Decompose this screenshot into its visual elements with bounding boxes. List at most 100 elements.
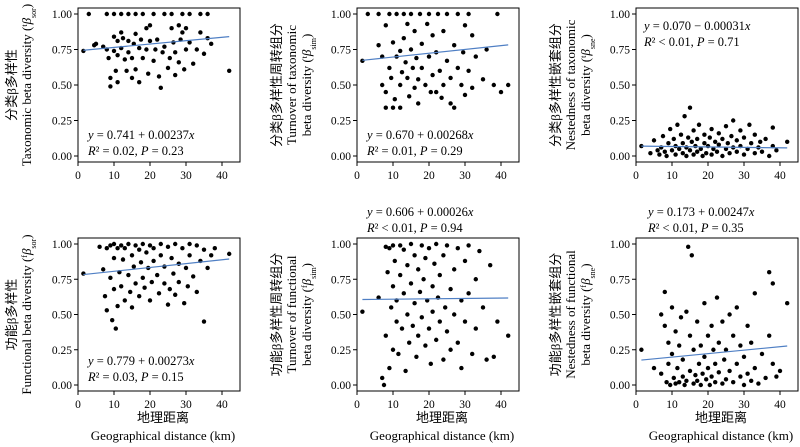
data-point <box>414 354 419 359</box>
data-point <box>151 11 156 17</box>
data-point <box>390 40 396 45</box>
data-point <box>448 101 453 106</box>
y-label-cn: 分类β多样性嵌套组分 <box>548 23 563 147</box>
y-label-en: Functional beta diversity (fβsor) <box>19 234 38 394</box>
data-point <box>763 375 768 381</box>
y-label-en-line1: Turnover of functional <box>284 255 299 373</box>
x-axis-label: 地理距离 Geographical distance (km) <box>91 410 235 443</box>
data-point <box>426 246 432 251</box>
data-point <box>147 38 153 44</box>
stats-p: P <box>419 221 428 235</box>
y-label-en-sup: t <box>300 55 309 58</box>
data-point <box>140 275 145 281</box>
data-point <box>419 243 424 248</box>
data-point <box>437 68 442 74</box>
regression-line <box>83 36 230 51</box>
data-point <box>151 58 156 64</box>
data-point <box>185 284 190 289</box>
data-point <box>720 381 725 386</box>
data-point <box>147 243 153 248</box>
x-tick-label: 0 <box>354 399 360 411</box>
data-point <box>138 260 144 265</box>
x-tick-label: 20 <box>144 399 156 411</box>
data-point <box>731 118 736 123</box>
data-point <box>752 365 757 371</box>
data-point <box>713 361 718 367</box>
y-tick-label: 1.00 <box>331 239 351 251</box>
data-point <box>484 47 489 52</box>
equation-label: y = 0.779 + 0.00273x <box>86 354 195 368</box>
data-point <box>119 243 124 248</box>
data-point <box>97 244 102 250</box>
y-label-en-sup: f <box>20 255 29 258</box>
data-point <box>408 11 414 17</box>
data-point <box>392 258 397 264</box>
data-point <box>423 255 428 261</box>
data-point <box>749 141 754 146</box>
data-point <box>183 265 189 271</box>
data-point <box>122 298 128 303</box>
data-point <box>639 143 644 149</box>
data-point <box>86 11 92 17</box>
data-point <box>147 23 153 28</box>
data-point <box>711 347 716 352</box>
data-point <box>430 33 435 38</box>
data-point <box>138 37 144 42</box>
data-point <box>741 152 747 157</box>
regression-line <box>641 345 788 361</box>
data-point <box>151 246 156 251</box>
data-point <box>398 272 403 278</box>
y-tick-label: 0.25 <box>610 116 630 128</box>
data-point <box>173 50 178 55</box>
data-point <box>698 382 703 388</box>
data-point <box>146 71 151 76</box>
data-point <box>158 253 163 258</box>
data-point <box>470 85 475 91</box>
data-point <box>205 265 210 271</box>
data-point <box>155 37 160 42</box>
data-point <box>707 382 712 388</box>
y-tick-label: 0.75 <box>331 45 351 57</box>
data-point <box>209 41 214 47</box>
data-point <box>153 47 158 52</box>
y-label-cn: 功能β多样性周转组分 <box>269 253 284 377</box>
data-point <box>401 247 406 252</box>
stats-mid: = 0.02, <box>99 144 140 158</box>
data-point <box>462 92 468 98</box>
y-tick-label: 0.75 <box>331 274 351 286</box>
data-point <box>169 255 174 261</box>
data-point <box>756 381 761 386</box>
data-point <box>749 378 754 383</box>
data-point <box>187 11 192 17</box>
data-point <box>119 30 124 35</box>
y-label-en-sub: sne <box>588 38 597 49</box>
stats-p-value: = 0.71 <box>704 35 739 49</box>
data-point <box>434 241 439 247</box>
data-point <box>110 317 115 323</box>
data-point <box>698 146 703 152</box>
data-point <box>727 150 732 156</box>
stats-p-value: = 0.35 <box>708 221 743 235</box>
data-point <box>444 329 450 334</box>
data-point <box>459 82 464 88</box>
data-point <box>115 303 120 309</box>
data-point <box>383 244 388 250</box>
data-point <box>156 74 162 79</box>
data-point <box>705 365 711 371</box>
data-point <box>466 68 471 74</box>
data-point <box>380 82 385 88</box>
y-label-cn: 功能β多样性嵌套组分 <box>548 253 563 377</box>
regression-line <box>83 258 230 276</box>
y-tick-label: 0.50 <box>331 80 351 92</box>
data-point <box>759 149 765 154</box>
y-label-en-close: ) <box>19 4 34 8</box>
y-label-cn: 分类β多样性 <box>4 49 19 121</box>
y-tick-label: 0.50 <box>331 310 351 322</box>
x-tick-label: 10 <box>387 170 399 182</box>
data-point <box>149 279 154 285</box>
equation-label: y = 0.070 − 0.00031x <box>642 19 751 33</box>
data-point <box>156 291 162 296</box>
data-point <box>158 85 163 91</box>
data-point <box>419 41 424 47</box>
x-tick-label: 30 <box>738 170 750 182</box>
